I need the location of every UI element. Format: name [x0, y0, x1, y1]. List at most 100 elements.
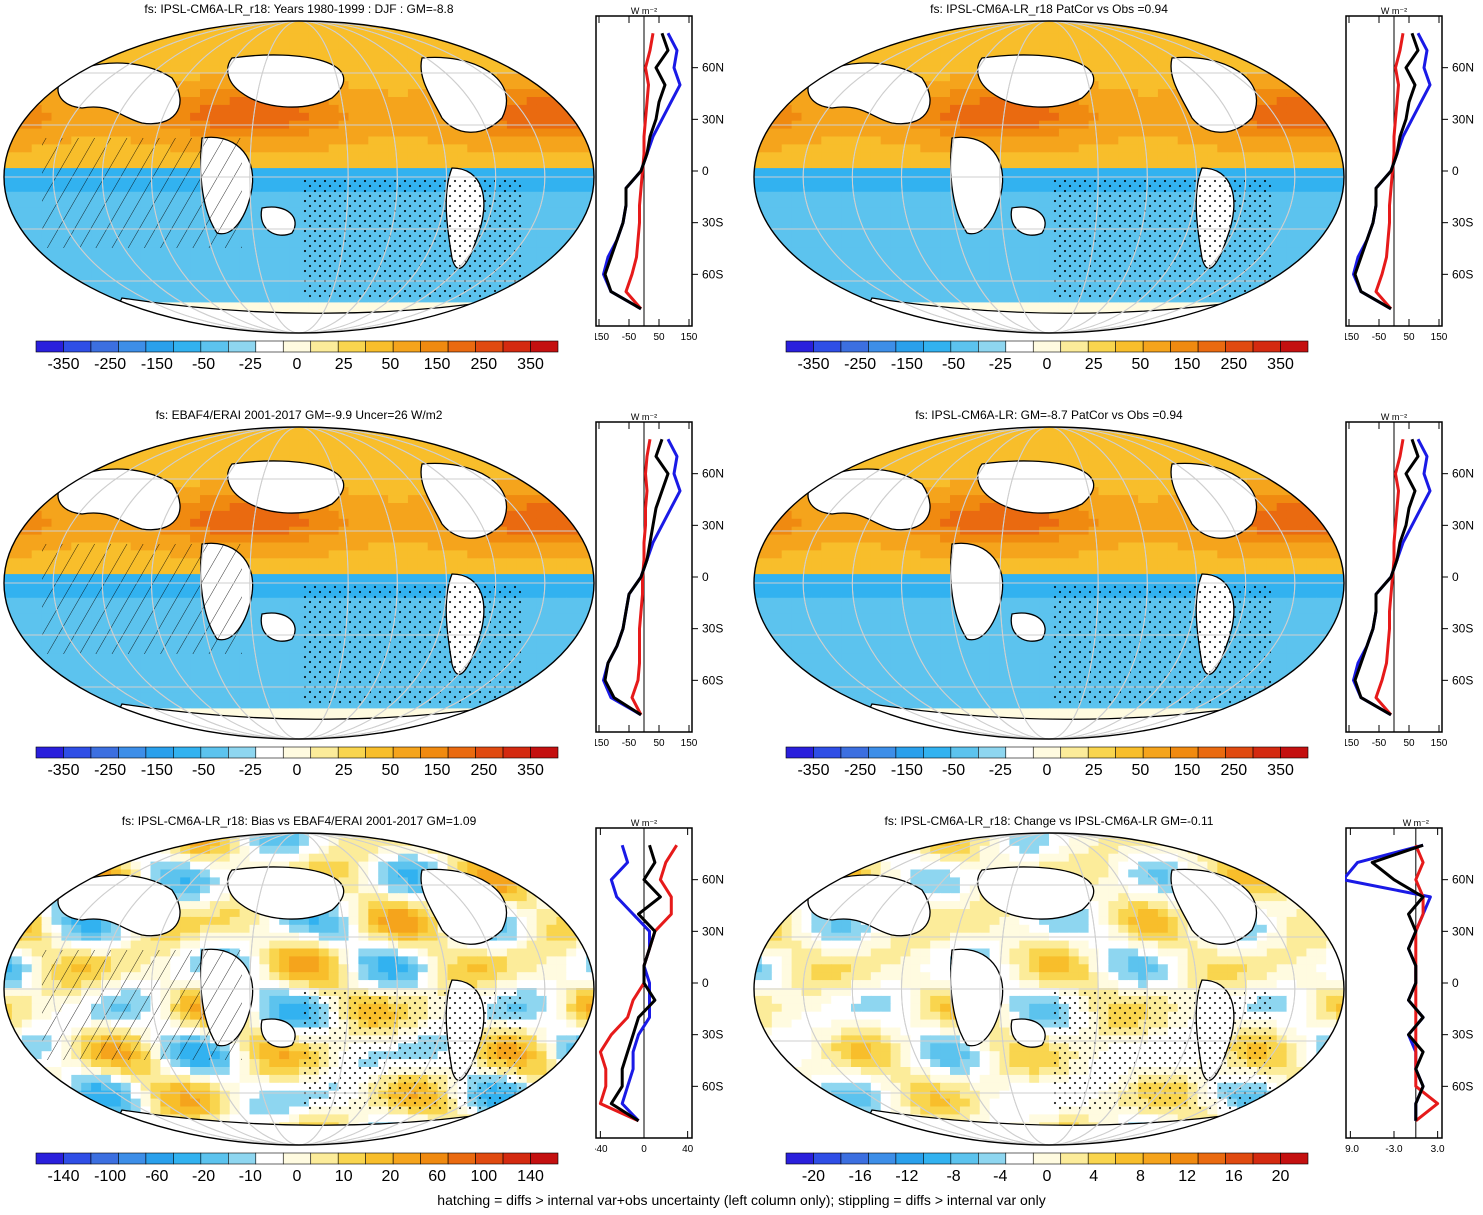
colorbar-swatch: [1142, 1152, 1171, 1165]
model-profile-line: [1353, 438, 1420, 717]
x-tick-label: 40: [682, 1144, 694, 1155]
colorbar-swatch: [255, 1152, 284, 1165]
graticule: [754, 833, 1344, 1145]
x-tick-label: 3.0: [1431, 1144, 1445, 1155]
map-title: fs: IPSL-CM6A-LR_r18: Bias vs EBAF4/ERAI…: [121, 814, 477, 828]
colorbar-swatch: [35, 340, 64, 353]
colorbar-swatch: [35, 746, 64, 759]
lat-label: 60N: [1452, 61, 1474, 75]
world-map: [753, 426, 1345, 740]
colorbar-swatch: [118, 746, 147, 759]
colorbar-swatch: [63, 340, 92, 353]
x-tick-label: 50: [1403, 738, 1415, 749]
lat-label: 60S: [1452, 673, 1473, 687]
zonal-profile: -150 -50 50 150 60N 30N 0 30S 60S W m⁻²: [595, 412, 724, 749]
colorbar-swatch: [978, 1152, 1007, 1165]
colorbar-swatch: [173, 340, 202, 353]
colorbar-swatch: [255, 340, 284, 353]
lat-label: 0: [1452, 570, 1459, 584]
figure-footnote: hatching = diffs > internal var+obs unce…: [437, 1192, 1046, 1208]
colorbar-swatch: [1005, 1152, 1034, 1165]
colorbar-tick-label: 12: [1178, 1168, 1197, 1185]
lat-label: 60S: [702, 1079, 723, 1093]
x-tick-label: 0: [641, 1144, 647, 1155]
colorbar-swatch: [923, 746, 952, 759]
colorbar-swatch: [282, 746, 312, 759]
colorbar-swatch: [950, 340, 979, 353]
colorbar-tick-label: 0: [1042, 1168, 1052, 1185]
colorbar-swatch: [895, 1152, 924, 1165]
lat-label: 30S: [1452, 622, 1473, 636]
zonal-profile: -9.0 -3.0 3.0 60N 30N 0 30S 60S W m⁻²: [1345, 818, 1474, 1155]
map-outline: [3, 832, 595, 1146]
colorbar-swatch: [1170, 746, 1199, 759]
colorbar-swatch: [502, 340, 531, 353]
colorbar-swatch: [1005, 340, 1034, 353]
unit-label: W m⁻²: [1381, 6, 1407, 16]
colorbar-swatch: [813, 746, 842, 759]
colorbar-swatch: [255, 746, 284, 759]
colorbar-swatch: [475, 340, 504, 353]
colorbar-tick-label: 0: [1042, 762, 1052, 779]
colorbar-swatch: [173, 1152, 202, 1165]
colorbar-tick-label: 20: [1271, 1168, 1290, 1185]
colorbar-tick-label: -150: [140, 356, 173, 373]
x-tick-label: 150: [681, 738, 698, 749]
colorbar-tick-label: 50: [1131, 356, 1150, 373]
colorbar-swatch: [392, 746, 421, 759]
colorbar-swatch: [1280, 746, 1309, 759]
colorbar-tick-label: 0: [1042, 356, 1052, 373]
colorbar-swatch: [420, 340, 449, 353]
colorbar-swatch: [200, 1152, 229, 1165]
colorbar-swatch: [1252, 1152, 1281, 1165]
world-map: [3, 426, 595, 740]
lat-label: 0: [702, 976, 709, 990]
lat-label: 60S: [1452, 267, 1473, 281]
colorbar-swatch: [145, 746, 174, 759]
model-profile-line: [603, 438, 670, 717]
world-map: [3, 832, 595, 1146]
map-title: fs: EBAF4/ERAI 2001-2017 GM=-9.9 Uncer=2…: [155, 408, 443, 422]
x-tick-label: -50: [622, 332, 637, 343]
colorbar-tick-label: -20: [801, 1168, 826, 1185]
colorbar-tick-label: -150: [140, 762, 173, 779]
colorbar-swatch: [365, 1152, 394, 1165]
unit-label: W m⁻²: [631, 818, 657, 828]
colorbar-tick-label: 4: [1089, 1168, 1099, 1185]
colorbar-swatch: [978, 746, 1007, 759]
colorbar: [35, 340, 559, 353]
colorbar-swatch: [118, 1152, 147, 1165]
colorbar-tick-label: -8: [946, 1168, 961, 1185]
map-title: fs: IPSL-CM6A-LR_r18 PatCor vs Obs =0.94: [930, 2, 1168, 16]
colorbar-swatch: [1280, 340, 1309, 353]
colorbar-swatch: [447, 746, 476, 759]
x-tick-label: 150: [1431, 738, 1448, 749]
lat-label: 60S: [1452, 1079, 1473, 1093]
colorbar-swatch: [1252, 340, 1281, 353]
colorbar-tick-label: 20: [381, 1168, 400, 1185]
colorbar-swatch: [1087, 1152, 1116, 1165]
colorbar-tick-label: -25: [238, 356, 262, 373]
colorbar-swatch: [475, 1152, 504, 1165]
lat-label: 30S: [702, 1028, 723, 1042]
colorbar-swatch: [530, 340, 559, 353]
colorbar-tick-label: -350: [797, 762, 830, 779]
colorbar-tick-label: 25: [1084, 356, 1103, 373]
colorbar-swatch: [923, 340, 952, 353]
map-outline: [3, 20, 595, 334]
colorbar-swatch: [145, 340, 174, 353]
colorbar-swatch: [502, 746, 531, 759]
colorbar-swatch: [978, 340, 1007, 353]
lat-label: 30S: [1452, 1028, 1473, 1042]
colorbar-swatch: [475, 746, 504, 759]
lat-label: 30N: [702, 518, 724, 532]
colorbar-swatch: [1225, 746, 1254, 759]
colorbar-swatch: [1032, 746, 1062, 759]
colorbar-swatch: [1005, 746, 1034, 759]
lat-label: 30N: [702, 112, 724, 126]
colorbar-tick-label: 350: [1267, 762, 1294, 779]
model-profile-line: [609, 844, 662, 1123]
x-tick-label: -3.0: [1385, 1144, 1403, 1155]
colorbar-swatch: [1115, 340, 1144, 353]
colorbar-tick-label: -350: [797, 356, 830, 373]
